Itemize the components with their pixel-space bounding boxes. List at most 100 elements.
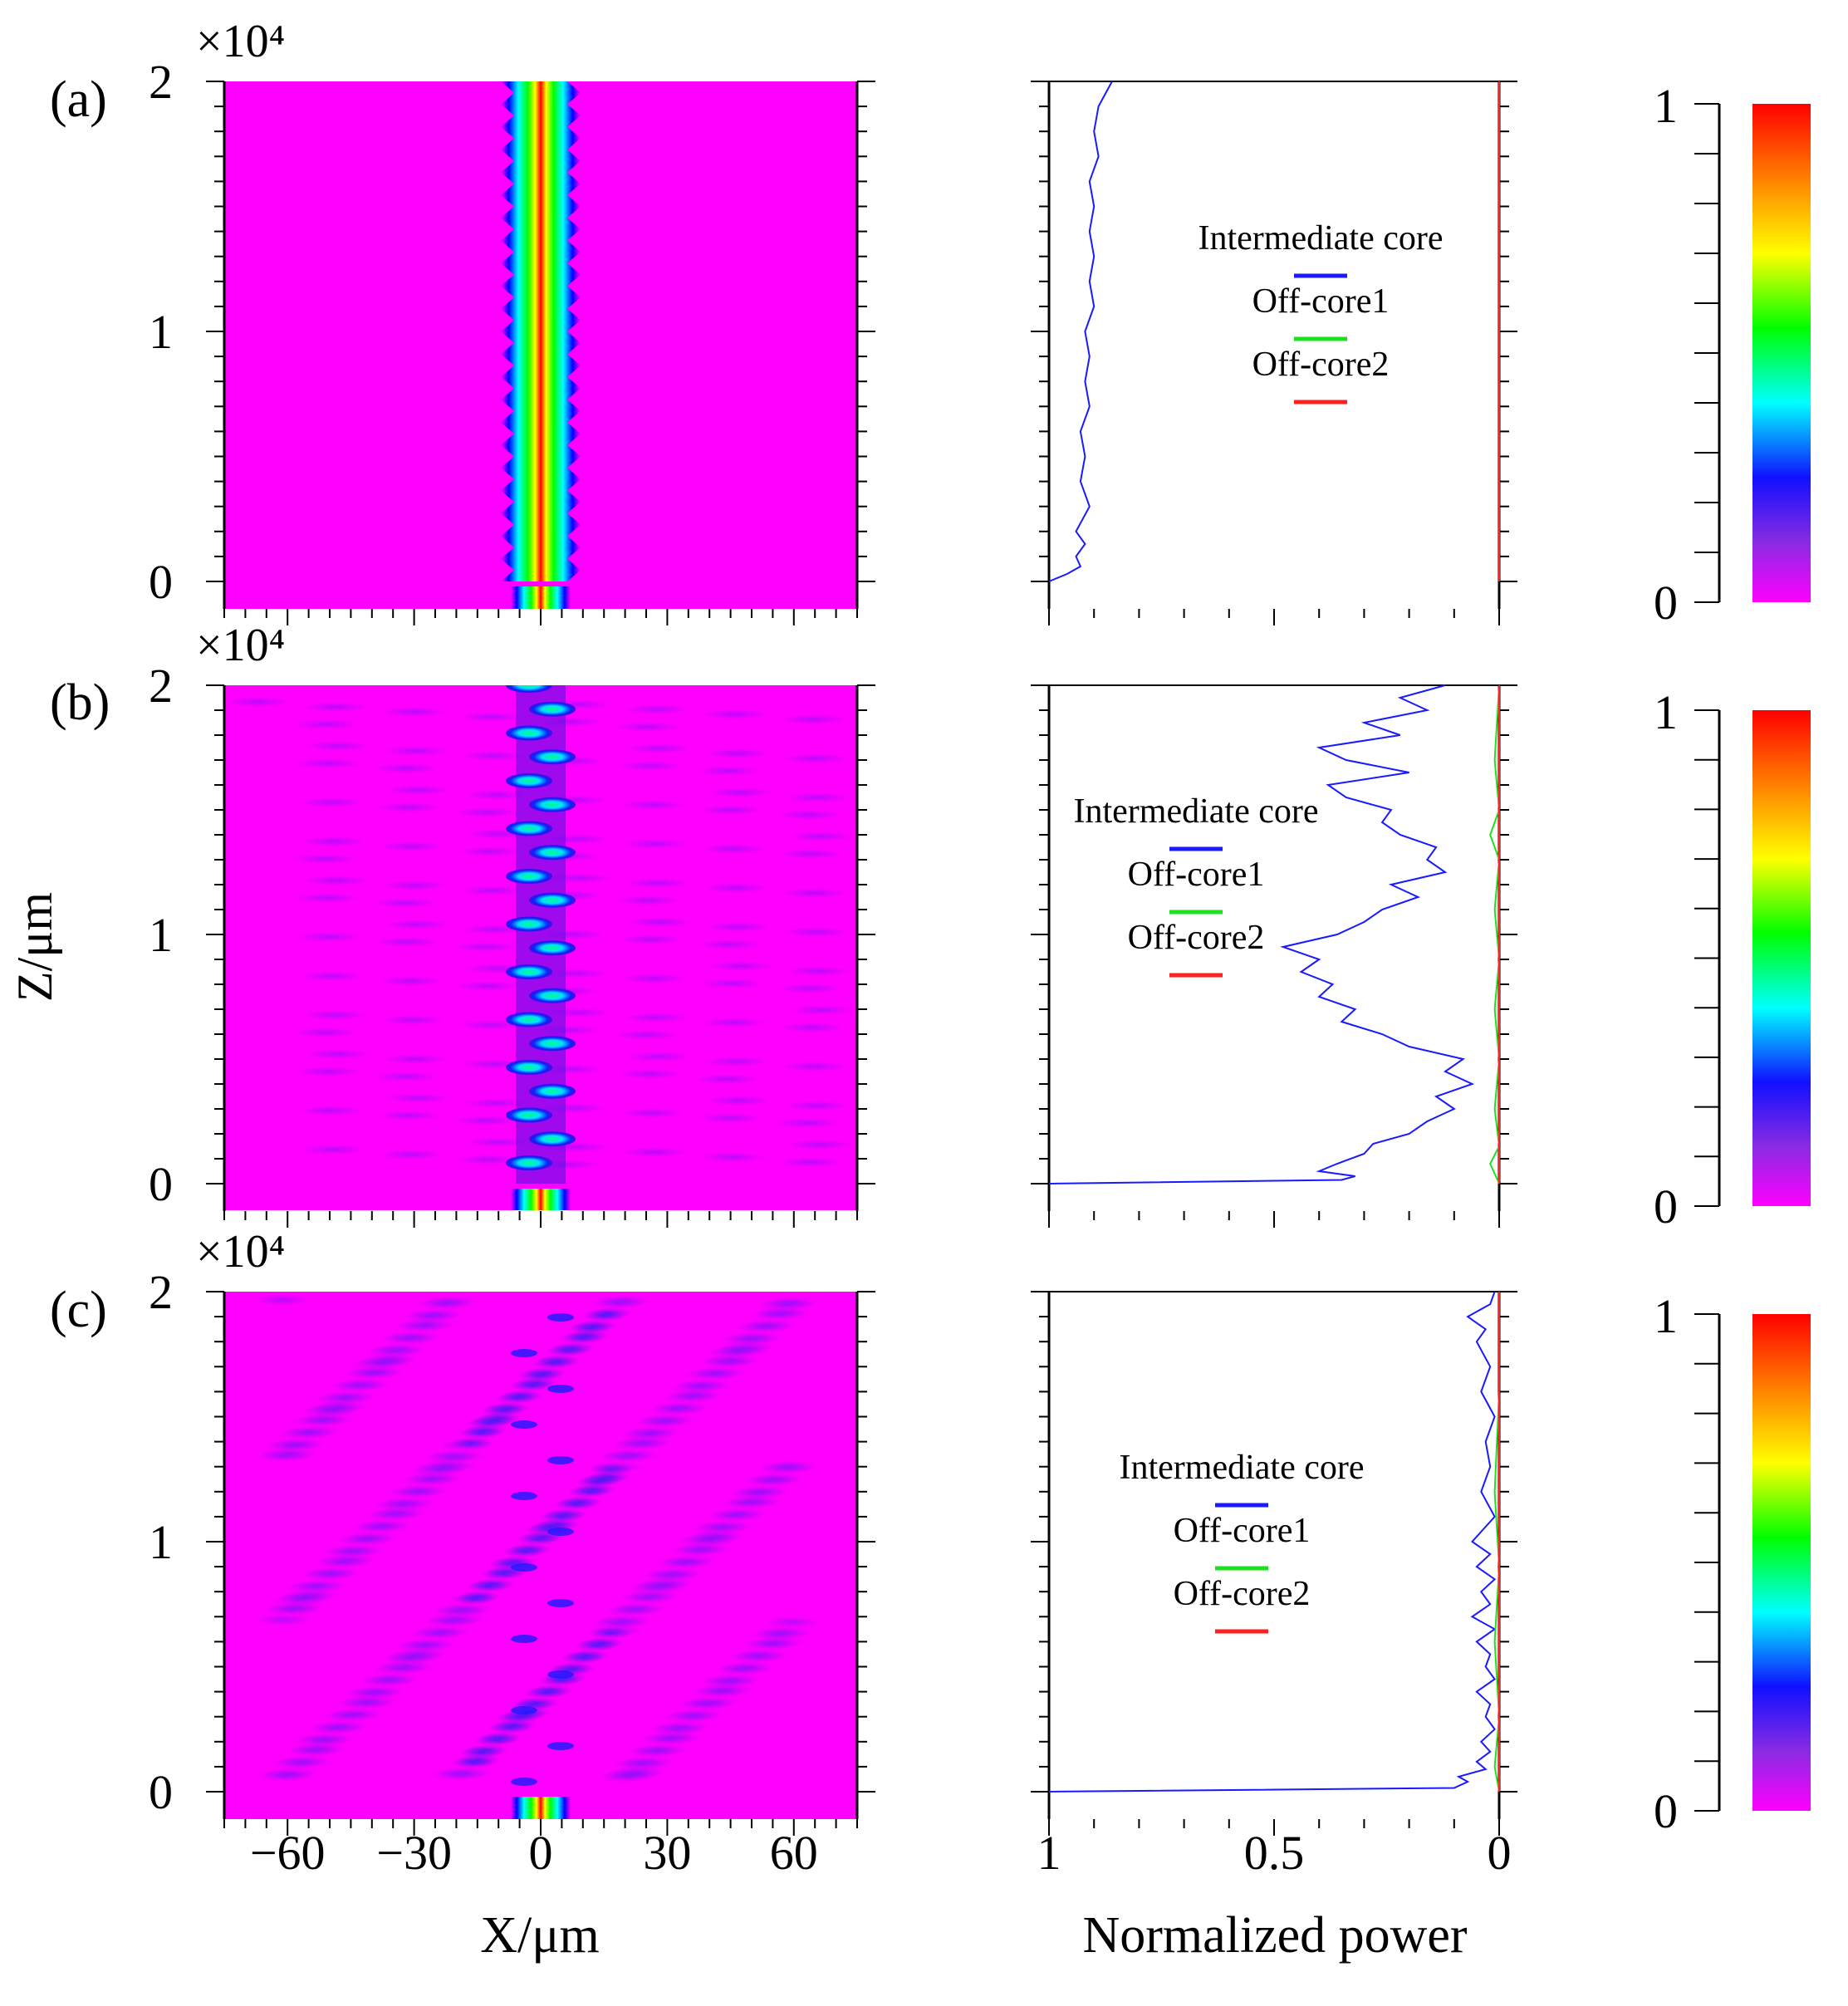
leaky-haze [459,885,526,895]
colorbar-max-label: 1 [1654,685,1678,739]
radiated-field [502,1546,546,1557]
leaky-haze [694,1074,761,1084]
field-spot [511,1492,537,1500]
leaky-haze [707,787,773,797]
radiated-field [401,1474,458,1486]
colorbar-min-label: 0 [1654,1180,1678,1234]
heatmap [224,1292,857,1819]
leaky-haze [779,1023,846,1032]
radiated-field [351,1358,408,1370]
radiated-field [561,1652,604,1664]
radiated-field [691,1686,748,1698]
field-lobe [529,1036,576,1052]
leaky-haze [380,707,447,717]
radiated-field [409,1464,466,1476]
radiated-field [590,1297,646,1309]
leaky-haze [626,743,693,753]
legend-label: Off-core1 [1252,282,1390,321]
radiated-field [321,1710,378,1722]
radiated-field [684,1369,741,1381]
radiated-field [757,1463,813,1474]
radiated-field [307,1723,364,1734]
radiated-field [336,1534,393,1546]
leaky-haze [456,1155,522,1165]
radiated-field [466,1581,509,1592]
radiated-field [713,1664,770,1675]
radiated-field [343,1368,400,1380]
radiated-field [620,1429,676,1440]
x-tick-label: 0 [529,1826,553,1880]
colorbar: 10 [1654,1289,1811,1838]
leaky-haze [373,1072,439,1081]
radiated-field [567,1486,610,1498]
leaky-haze [455,981,522,991]
z-multiplier: ×10⁴ [196,620,285,671]
legend-label: Intermediate core [1199,219,1444,257]
z-tick-label: 0 [149,555,173,609]
field-lobe [506,1107,552,1123]
field-lobe [506,1012,552,1028]
radiated-field [735,1322,792,1333]
radiated-field [546,1345,589,1356]
x-tick-label: −60 [250,1826,326,1880]
leaky-haze [785,792,851,802]
radiated-field [641,1570,698,1582]
leaky-haze [458,1020,524,1030]
leaky-haze [782,753,849,763]
leaky-haze [781,888,847,898]
colorbar: 10 [1654,685,1811,1234]
leaky-haze [706,1096,772,1106]
leaky-haze [301,836,367,846]
radiated-field [387,1487,444,1498]
leaky-haze [293,719,360,729]
field-lobe [506,869,552,884]
panel-a: (a) ×10⁴ 0 1 2 Intermediate core Off-core1 Off-… [50,16,1811,630]
leaky-haze [700,844,767,854]
colorbar-fill [1752,710,1811,1206]
field-lobe [529,988,576,1003]
leaky-haze [787,1140,853,1150]
leaky-haze [465,1137,532,1147]
radiated-field [438,1440,494,1451]
radiated-field [394,1321,450,1332]
leaky-haze [381,880,448,890]
colorbar-max-label: 1 [1654,1289,1678,1343]
radiated-field [300,1569,356,1581]
leaky-haze [624,704,690,714]
leaky-haze [703,1057,770,1067]
input-beam [511,586,571,609]
field-lobe [529,797,576,812]
leaky-haze [776,810,842,820]
radiated-field [286,1582,342,1593]
legend-label: Off-core1 [1174,1512,1311,1550]
radiated-field [409,1628,465,1640]
radiated-field [329,1381,385,1392]
leaky-haze [701,1018,767,1028]
leaky-haze [301,1010,368,1020]
leaky-haze [786,966,852,976]
radiated-field [749,1309,806,1321]
radiated-field [263,1604,320,1616]
radiated-field [373,1499,429,1511]
radiated-field [728,1488,785,1499]
z-tick-label: 1 [149,1515,173,1569]
colorbar: 10 [1654,79,1811,630]
leaky-haze [375,1111,442,1121]
radiated-field [365,1509,421,1521]
z-tick-label: 0 [149,1765,173,1819]
leaky-haze [783,927,850,937]
x-tick-label: −30 [376,1826,452,1880]
radiated-field [721,1334,777,1346]
z-tick-label: 2 [149,1265,173,1319]
radiated-field [264,1440,321,1452]
leaky-haze [383,746,449,756]
leaky-haze [788,1005,855,1015]
field-lobe [506,685,552,693]
radiated-field [539,1511,582,1523]
series-intermediate-core [1048,1291,1497,1793]
z-tick-label: 2 [149,659,173,713]
leaky-haze [787,831,854,841]
leaky-haze [292,854,358,864]
radiated-field [532,1357,575,1369]
